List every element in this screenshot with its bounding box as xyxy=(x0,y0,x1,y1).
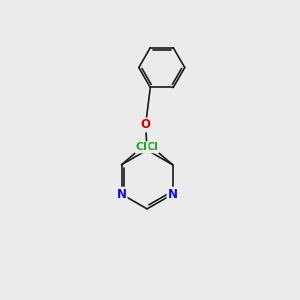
Text: O: O xyxy=(141,118,151,131)
Text: N: N xyxy=(168,188,178,201)
Text: Cl: Cl xyxy=(146,142,158,152)
Text: N: N xyxy=(117,188,127,201)
Text: Cl: Cl xyxy=(136,142,148,152)
